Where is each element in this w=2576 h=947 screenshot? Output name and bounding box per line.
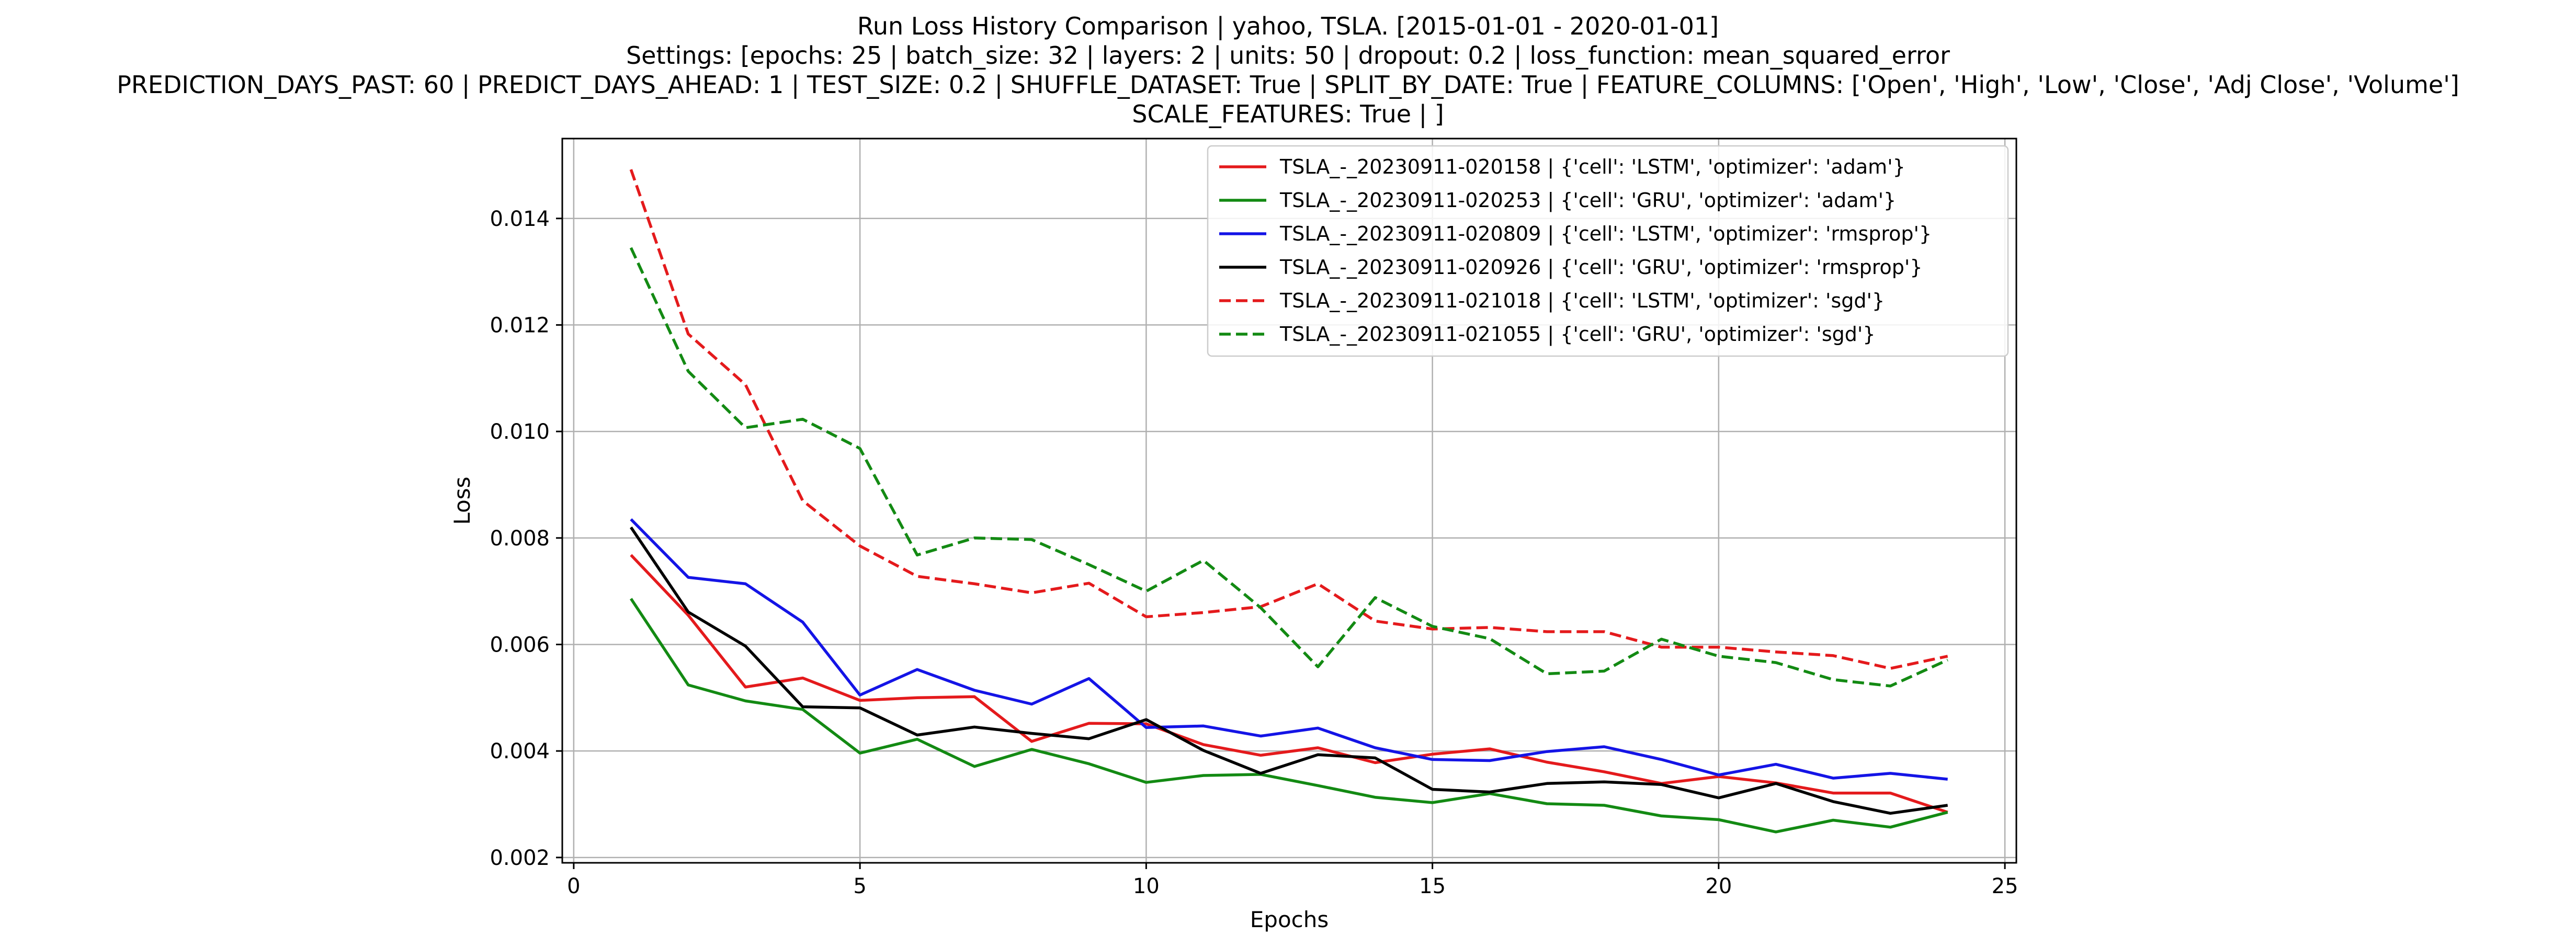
legend-label-5: TSLA_-_20230911-021018 | {'cell': 'LSTM'… <box>1279 289 1885 313</box>
legend-label-2: TSLA_-_20230911-020253 | {'cell': 'GRU',… <box>1279 189 1896 212</box>
series-line-4 <box>630 526 1948 815</box>
x-tick-label: 5 <box>853 874 866 898</box>
plot-frame <box>561 138 2017 864</box>
chart-title-line-4: SCALE_FEATURES: True | ] <box>1132 100 1444 128</box>
chart-title-line-1: Run Loss History Comparison | yahoo, TSL… <box>857 12 1719 40</box>
x-tick-label: 0 <box>567 874 580 898</box>
x-tick-label: 25 <box>1992 874 2018 898</box>
y-tick-label: 0.002 <box>490 846 550 870</box>
y-tick-label: 0.008 <box>490 527 550 551</box>
legend: TSLA_-_20230911-020158 | {'cell': 'LSTM'… <box>1207 145 2009 357</box>
y-tick-label: 0.006 <box>490 633 550 657</box>
series-line-6 <box>629 247 1948 688</box>
series-layer <box>629 169 1948 834</box>
x-tick-label: 10 <box>1133 874 1160 898</box>
legend-label-3: TSLA_-_20230911-020809 | {'cell': 'LSTM'… <box>1279 222 1932 246</box>
x-axis-label: Epochs <box>1250 907 1329 932</box>
y-tick-label: 0.010 <box>490 420 550 444</box>
x-tick-label: 15 <box>1419 874 1446 898</box>
x-tick-label: 20 <box>1705 874 1732 898</box>
y-tick-label: 0.014 <box>490 207 550 231</box>
series-line-3 <box>630 518 1948 781</box>
chart-title-line-2: Settings: [epochs: 25 | batch_size: 32 |… <box>626 41 1950 70</box>
tick-layer: 0 5 10 15 20 25 0.002 0.004 0.006 0.008 0.010 0.012… <box>490 207 2018 898</box>
chart-title-line-3: PREDICTION_DAYS_PAST: 60 | PREDICT_DAYS_… <box>117 71 2459 99</box>
series-line-1 <box>630 554 1948 814</box>
y-tick-label: 0.004 <box>490 739 550 763</box>
legend-label-6: TSLA_-_20230911-021055 | {'cell': 'GRU',… <box>1279 323 1876 346</box>
series-line-5 <box>629 169 1948 670</box>
legend-label-4: TSLA_-_20230911-020926 | {'cell': 'GRU',… <box>1279 256 1923 279</box>
series-line-2 <box>630 598 1948 834</box>
y-axis-label: Loss <box>449 476 475 524</box>
legend-label-1: TSLA_-_20230911-020158 | {'cell': 'LSTM'… <box>1279 155 1905 179</box>
y-tick-label: 0.012 <box>490 313 550 337</box>
legend-box <box>1207 145 2009 357</box>
